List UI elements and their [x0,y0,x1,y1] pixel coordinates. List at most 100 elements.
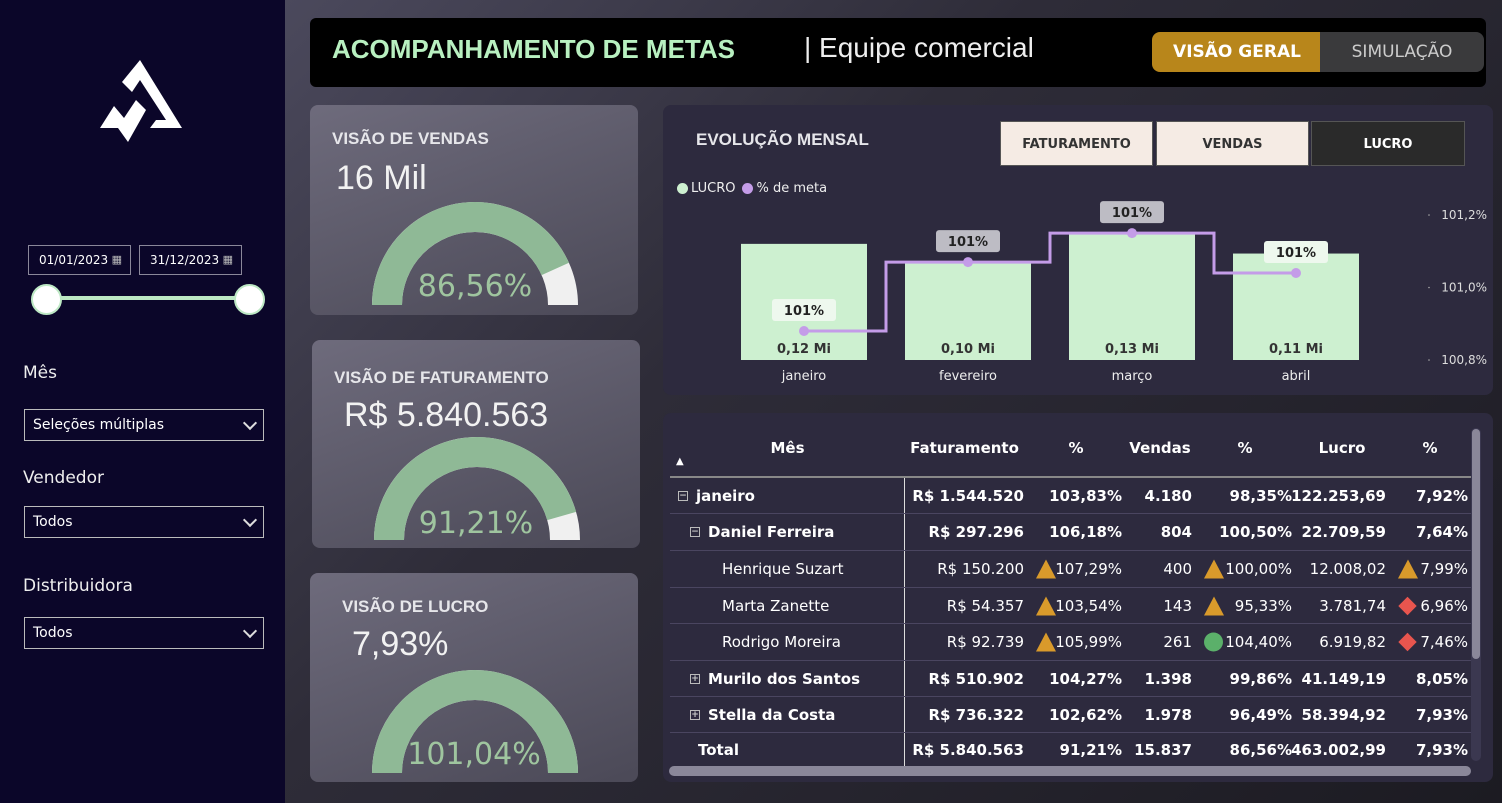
seller-filter-dropdown[interactable]: Todos [24,506,264,538]
row-name-cell: − janeiro [670,478,905,513]
table-cell: 107,29% [1030,551,1128,587]
meta-point[interactable] [799,326,809,336]
chart-title: EVOLUÇÃO MENSAL [696,130,869,149]
profit-card: VISÃO DE LUCRO 7,93% 101,04% [310,573,638,782]
tab-simulacao[interactable]: SIMULAÇÃO [1320,32,1484,72]
column-header[interactable]: Lucro [1298,420,1392,476]
lucro-button[interactable]: LUCRO [1311,121,1465,166]
table-cell: 100,00% [1198,551,1298,587]
warning-triangle-icon [1398,559,1418,579]
column-header-label: % [1068,439,1084,457]
date-slider-track[interactable] [46,296,250,300]
calendar-icon[interactable]: ▦ [111,253,122,266]
y2-tick-label: 101,2% [1441,208,1487,222]
column-header-label: Vendas [1129,439,1191,457]
date-slider-end-handle[interactable] [234,284,265,315]
faturamento-button[interactable]: FATURAMENTO [1000,121,1153,166]
collapse-icon[interactable]: − [678,490,688,501]
cell-value: 7,92% [1415,486,1468,505]
column-header[interactable]: ▲ Mês [670,420,905,476]
cell-value: 100,00% [1225,560,1292,578]
row-name-cell: + Murilo dos Santos [670,661,905,696]
row-name-cell: + Stella da Costa [670,697,905,732]
meta-point[interactable] [1291,268,1301,278]
table-cell: 104,40% [1198,624,1298,660]
table-cell: 15.837 [1128,733,1198,767]
cell-value: R$ 1.544.520 [912,486,1024,505]
sidebar: 01/01/2023 ▦ 31/12/2023 ▦ Mês Seleções múl… [0,0,285,803]
x-tick-label: janeiro [781,369,826,384]
vertical-scrollbar[interactable] [1471,428,1481,761]
bar-fevereiro[interactable] [905,263,1031,360]
horizontal-scrollbar[interactable] [669,766,1471,776]
bar-março[interactable] [1069,234,1195,360]
meta-point[interactable] [963,257,973,268]
warning-triangle-icon [1036,559,1056,579]
table-row[interactable]: − janeiro R$ 1.544.520 103,83% 4.180 98,35% 12… [670,478,1472,514]
success-circle-icon [1204,632,1223,652]
row-name: Henrique Suzart [722,560,844,578]
cell-value: 104,27% [1049,669,1122,688]
table-row[interactable]: Rodrigo Moreira R$ 92.739 105,99% 261 104,40… [670,624,1472,661]
table-row[interactable]: Marta Zanette R$ 54.357 103,54% 143 95,33% 3.… [670,588,1472,624]
cell-value: R$ 736.322 [928,705,1024,724]
cell-value: 106,18% [1049,523,1122,541]
table-cell: 463.002,99 [1291,733,1392,767]
row-name: Daniel Ferreira [708,523,835,541]
seller-filter-label: Vendedor [23,468,104,488]
month-filter-dropdown[interactable]: Seleções múltiplas [24,409,264,441]
sort-ascending-icon[interactable]: ▲ [676,456,684,467]
alert-diamond-icon [1398,596,1417,615]
cell-value: 1.978 [1144,705,1192,724]
meta-data-label: 101% [948,235,988,250]
start-date-input[interactable]: 01/01/2023 ▦ [28,245,131,275]
table-row[interactable]: Henrique Suzart R$ 150.200 107,29% 400 100,0… [670,551,1472,588]
collapse-icon[interactable]: − [690,527,700,537]
end-date-input[interactable]: 31/12/2023 ▦ [139,245,242,275]
sales-card: VISÃO DE VENDAS 16 Mil 86,56% [310,105,638,315]
meta-label-box [1100,201,1164,224]
distributor-filter-dropdown[interactable]: Todos [24,617,264,649]
revenue-card: VISÃO DE FATURAMENTO R$ 5.840.563 91,21% [312,340,640,548]
column-header-label: % [1237,439,1253,457]
cell-value: 91,21% [1059,741,1122,759]
table-cell: 400 [1128,551,1198,587]
table-row[interactable]: + Murilo dos Santos R$ 510.902 104,27% 1.398… [670,661,1472,697]
cell-value: 143 [1163,596,1192,615]
vendas-button[interactable]: VENDAS [1156,121,1309,166]
cell-value: R$ 510.902 [928,669,1024,688]
row-name-cell: Henrique Suzart [670,551,905,587]
column-header[interactable]: Faturamento [905,420,1030,476]
calendar-icon[interactable]: ▦ [222,253,233,266]
date-slider-start-handle[interactable] [31,284,62,315]
expand-icon[interactable]: + [690,673,700,684]
table-cell: 4.180 [1128,478,1198,513]
table-cell: 6,96% [1392,588,1472,623]
meta-label-box [1264,241,1328,263]
cell-value: 105,99% [1055,633,1122,651]
column-header[interactable]: % [1198,420,1298,476]
meta-point[interactable] [1127,228,1137,239]
table-cell: 104,27% [1030,661,1128,696]
vertical-scroll-thumb[interactable] [1472,429,1480,659]
monthly-chart: 101,2% 101,0% 100,8% 0,12 Mi janeiro 0,10 Mi f… [741,201,1487,384]
distributor-filter-label: Distribuidora [23,576,133,596]
expand-icon[interactable]: + [690,709,700,720]
column-header[interactable]: % [1030,420,1128,476]
column-header[interactable]: % [1392,420,1472,476]
table-row[interactable]: − Daniel Ferreira R$ 297.296 106,18% 804 100,… [670,514,1472,551]
page-title: ACOMPANHAMENTO DE METAS [332,34,735,64]
table-row[interactable]: + Stella da Costa R$ 736.322 102,62% 1.978 96… [670,697,1472,733]
y2-tick-mark [1428,214,1430,216]
distributor-filter-value: Todos [33,625,73,641]
chevron-down-icon [242,623,258,639]
chevron-down-icon [242,512,258,528]
card-title: VISÃO DE FATURAMENTO [334,368,549,387]
column-header[interactable]: Vendas [1128,420,1198,476]
cell-value: R$ 5.840.563 [912,741,1024,759]
table-cell: 98,35% [1198,478,1298,513]
table-row[interactable]: Total R$ 5.840.563 91,21% 15.837 86,56% 463.0… [670,733,1472,767]
tab-visao-geral[interactable]: VISÃO GERAL [1152,32,1322,72]
meta-line [804,231,1296,333]
cell-value: 1.398 [1144,669,1192,688]
